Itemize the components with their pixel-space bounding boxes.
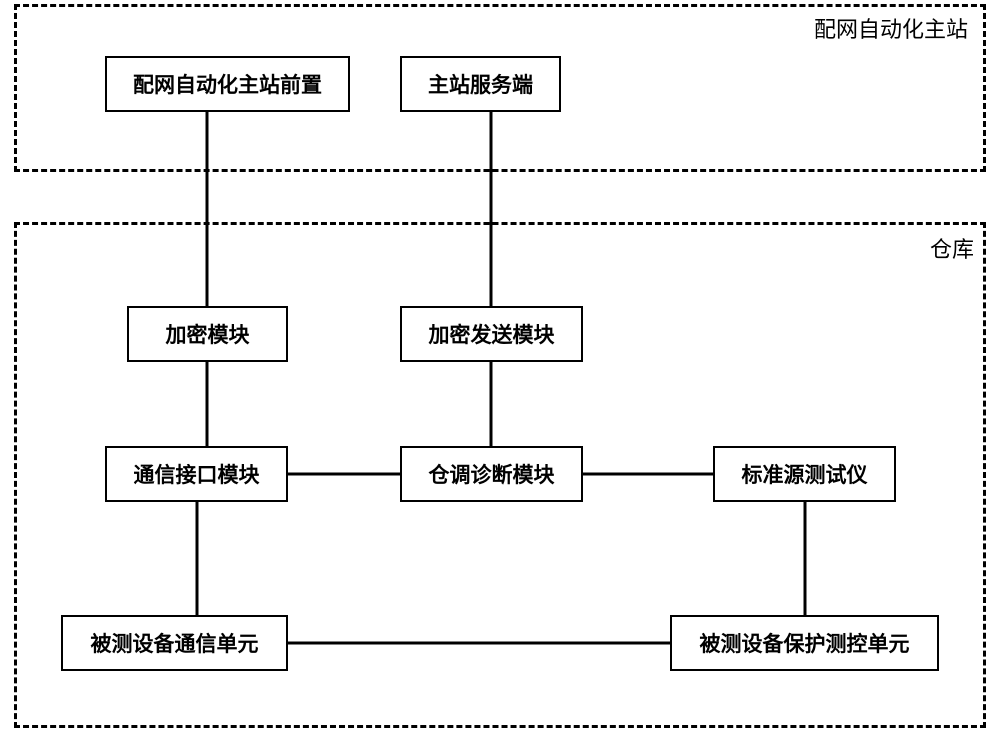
node-n2: 主站服务端 <box>400 56 561 112</box>
node-label-n4: 加密发送模块 <box>429 319 555 349</box>
node-label-n2: 主站服务端 <box>428 69 533 99</box>
node-n6: 仓调诊断模块 <box>400 446 583 502</box>
node-label-n5: 通信接口模块 <box>134 459 260 489</box>
node-n1: 配网自动化主站前置 <box>105 56 350 112</box>
region-label-bottom: 仓库 <box>930 232 974 264</box>
node-label-n7: 标准源测试仪 <box>742 459 868 489</box>
node-label-n9: 被测设备保护测控单元 <box>700 628 910 658</box>
node-label-n6: 仓调诊断模块 <box>429 459 555 489</box>
node-label-n8: 被测设备通信单元 <box>91 628 259 658</box>
node-n9: 被测设备保护测控单元 <box>670 615 939 671</box>
node-label-n3: 加密模块 <box>166 319 250 349</box>
diagram-canvas: 配网自动化主站仓库 配网自动化主站前置 主站服务端加密模块 加密发送模块通信接口模块 仓… <box>0 0 1000 741</box>
region-label-top: 配网自动化主站 <box>814 12 968 44</box>
node-n7: 标准源测试仪 <box>713 446 896 502</box>
node-n3: 加密模块 <box>127 306 288 362</box>
node-n8: 被测设备通信单元 <box>61 615 288 671</box>
node-n5: 通信接口模块 <box>105 446 288 502</box>
node-n4: 加密发送模块 <box>400 306 583 362</box>
node-label-n1: 配网自动化主站前置 <box>133 69 322 99</box>
